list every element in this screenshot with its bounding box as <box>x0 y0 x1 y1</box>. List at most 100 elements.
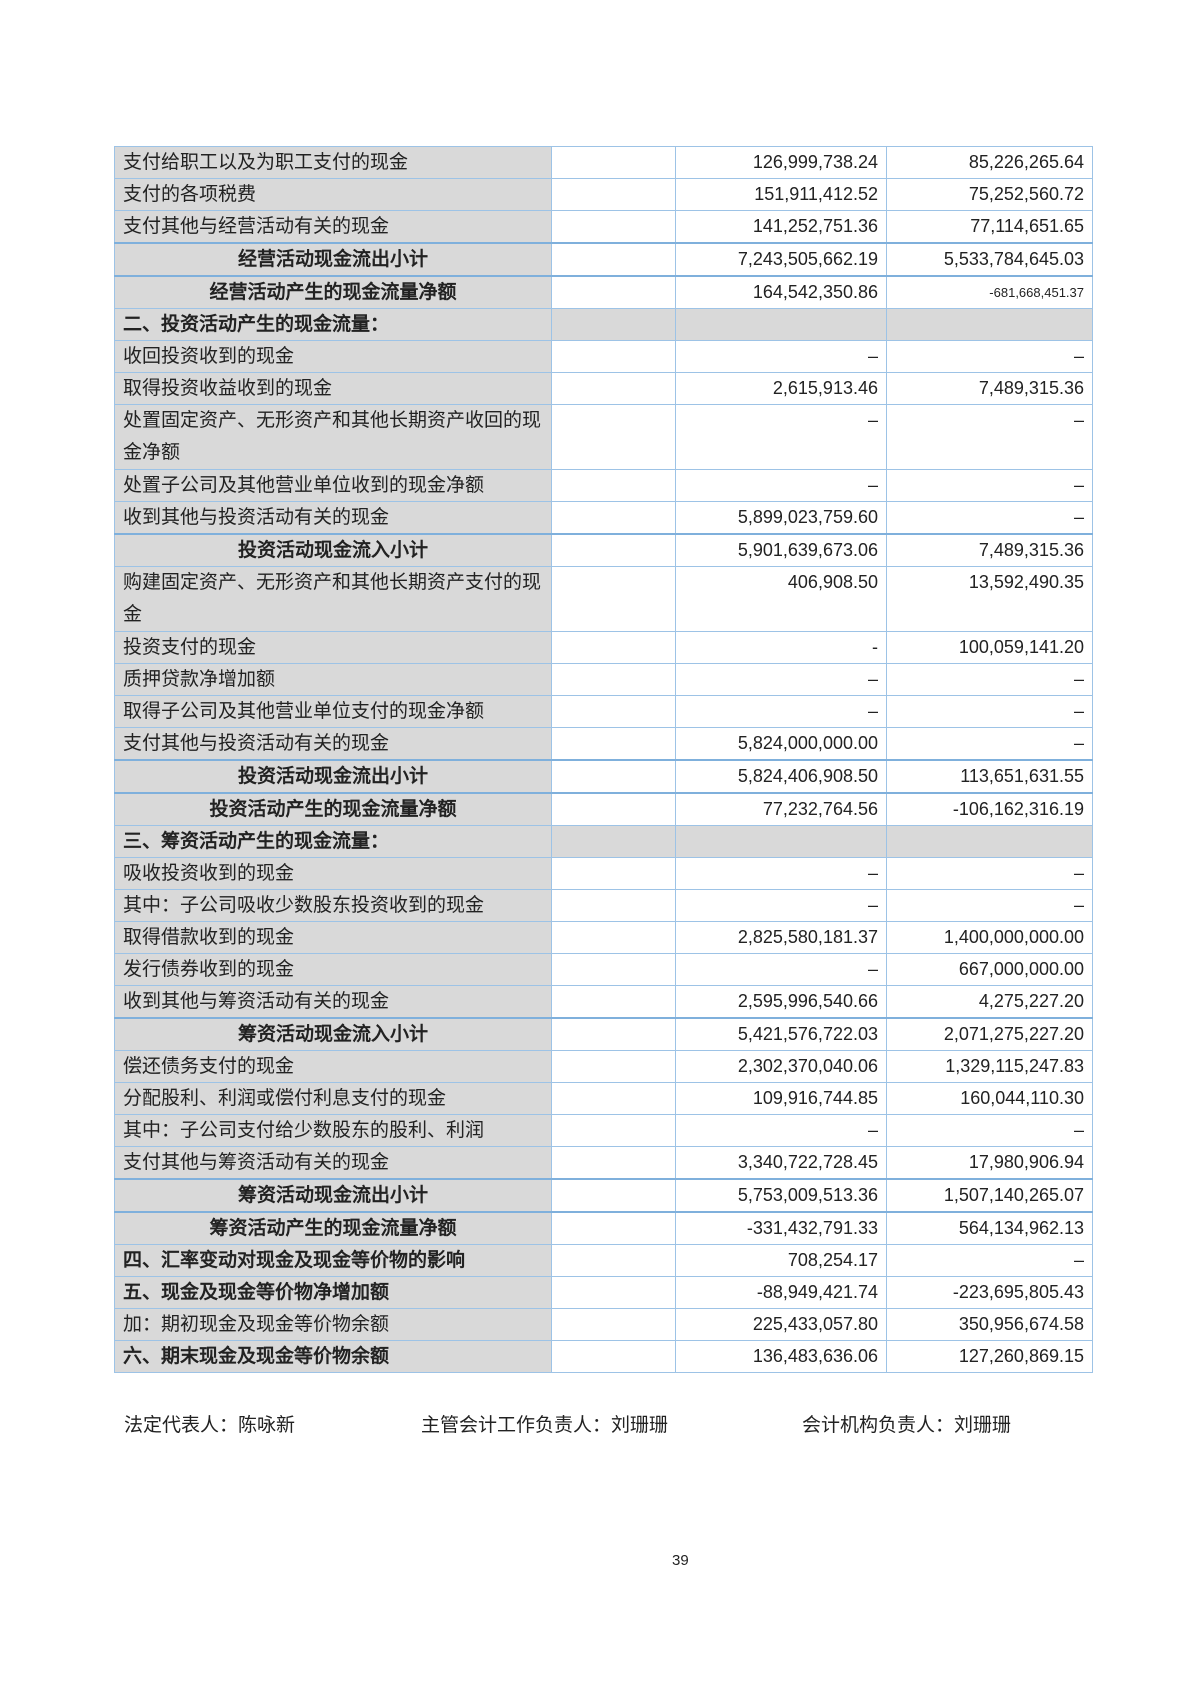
row-label: 其中：子公司支付给少数股东的股利、利润 <box>114 1114 552 1147</box>
table-row: 其中：子公司吸收少数股东投资收到的现金 – – <box>114 889 1093 922</box>
current-period-value: 5,824,000,000.00 <box>675 727 887 761</box>
note-cell <box>551 1340 676 1373</box>
current-period-value: 109,916,744.85 <box>675 1082 887 1115</box>
prior-period-value: 1,329,115,247.83 <box>886 1050 1093 1083</box>
table-row: 投资活动产生的现金流量净额 77,232,764.56 -106,162,316.1… <box>114 792 1093 826</box>
prior-period-value: -223,695,805.43 <box>886 1276 1093 1309</box>
table-row: 支付给职工以及为职工支付的现金 126,999,738.24 85,226,265.… <box>114 146 1093 179</box>
prior-period-value: 77,114,651.65 <box>886 210 1093 244</box>
note-cell <box>551 146 676 179</box>
note-cell <box>551 825 676 858</box>
accounting-org-head: 会计机构负责人：刘珊珊 <box>802 1415 1012 1436</box>
current-period-value: -88,949,421.74 <box>675 1276 887 1309</box>
note-cell <box>551 469 676 502</box>
note-cell <box>551 1114 676 1147</box>
note-cell <box>551 566 676 632</box>
current-period-value: – <box>675 1114 887 1147</box>
accounting-head: 主管会计工作负责人：刘珊珊 <box>421 1415 669 1436</box>
note-cell <box>551 210 676 244</box>
note-cell <box>551 985 676 1019</box>
current-period-value: 2,595,996,540.66 <box>675 985 887 1019</box>
prior-period-value: – <box>886 340 1093 373</box>
legal-representative: 法定代表人：陈咏新 <box>124 1415 296 1436</box>
note-cell <box>551 308 676 341</box>
current-period-value <box>675 308 887 341</box>
note-cell <box>551 759 676 794</box>
row-label: 五、现金及现金等价物净增加额 <box>114 1276 552 1309</box>
prior-period-value: – <box>886 857 1093 890</box>
row-label: 收到其他与投资活动有关的现金 <box>114 501 552 535</box>
table-row: 筹资活动现金流出小计 5,753,009,513.36 1,507,140,265.… <box>114 1178 1093 1213</box>
row-label: 加：期初现金及现金等价物余额 <box>114 1308 552 1341</box>
row-label: 投资支付的现金 <box>114 631 552 664</box>
prior-period-value: – <box>886 727 1093 761</box>
table-row: 投资活动现金流入小计 5,901,639,673.06 7,489,315.36 <box>114 533 1093 567</box>
note-cell <box>551 404 676 470</box>
row-label: 处置子公司及其他营业单位收到的现金净额 <box>114 469 552 502</box>
row-label: 质押贷款净增加额 <box>114 663 552 696</box>
row-label: 收回投资收到的现金 <box>114 340 552 373</box>
row-label: 其中：子公司吸收少数股东投资收到的现金 <box>114 889 552 922</box>
row-label: 偿还债务支付的现金 <box>114 1050 552 1083</box>
table-row: 处置子公司及其他营业单位收到的现金净额 – – <box>114 469 1093 502</box>
prior-period-value: 17,980,906.94 <box>886 1146 1093 1180</box>
table-row: 四、汇率变动对现金及现金等价物的影响 708,254.17– <box>114 1244 1093 1277</box>
row-label: 购建固定资产、无形资产和其他长期资产支付的现金 <box>114 566 552 632</box>
table-row: 取得子公司及其他营业单位支付的现金净额 – – <box>114 695 1093 728</box>
note-cell <box>551 792 676 826</box>
row-label: 筹资活动现金流入小计 <box>114 1017 552 1051</box>
prior-period-value: – <box>886 1244 1093 1277</box>
current-period-value: 2,615,913.46 <box>675 372 887 405</box>
prior-period-value: – <box>886 404 1093 470</box>
current-period-value: – <box>675 857 887 890</box>
table-row: 支付其他与经营活动有关的现金 141,252,751.36 77,114,651.6… <box>114 210 1093 244</box>
table-row: 收回投资收到的现金 – – <box>114 340 1093 373</box>
table-row: 收到其他与筹资活动有关的现金 2,595,996,540.66 4,275,227.… <box>114 985 1093 1019</box>
cash-flow-table: 支付给职工以及为职工支付的现金 126,999,738.24 85,226,265.… <box>114 146 1093 1373</box>
prior-period-value: 4,275,227.20 <box>886 985 1093 1019</box>
prior-period-value: 564,134,962.13 <box>886 1211 1093 1245</box>
table-row: 收到其他与投资活动有关的现金 5,899,023,759.60– <box>114 501 1093 535</box>
prior-period-value: 85,226,265.64 <box>886 146 1093 179</box>
row-label: 吸收投资收到的现金 <box>114 857 552 890</box>
current-period-value: 708,254.17 <box>675 1244 887 1277</box>
prior-period-value: 160,044,110.30 <box>886 1082 1093 1115</box>
page-number: 39 <box>672 1552 689 1569</box>
current-period-value: 7,243,505,662.19 <box>675 242 887 277</box>
current-period-value: – <box>675 404 887 470</box>
row-label: 投资活动产生的现金流量净额 <box>114 792 552 826</box>
current-period-value: - <box>675 631 887 664</box>
table-row: 三、筹资活动产生的现金流量： <box>114 825 1093 858</box>
current-period-value: – <box>675 469 887 502</box>
prior-period-value: 350,956,674.58 <box>886 1308 1093 1341</box>
prior-period-value: 1,400,000,000.00 <box>886 921 1093 954</box>
table-row: 五、现金及现金等价物净增加额 -88,949,421.74 -223,695,805… <box>114 1276 1093 1309</box>
row-label: 支付其他与经营活动有关的现金 <box>114 210 552 244</box>
table-row: 处置固定资产、无形资产和其他长期资产收回的现金净额 – – <box>114 404 1093 470</box>
row-label: 经营活动产生的现金流量净额 <box>114 275 552 309</box>
prior-period-value: – <box>886 663 1093 696</box>
table-row: 经营活动产生的现金流量净额 164,542,350.86 -681,668,451.… <box>114 275 1093 309</box>
row-label: 二、投资活动产生的现金流量： <box>114 308 552 341</box>
note-cell <box>551 921 676 954</box>
note-cell <box>551 178 676 211</box>
table-row: 加：期初现金及现金等价物余额 225,433,057.80 350,956,674.… <box>114 1308 1093 1341</box>
note-cell <box>551 1050 676 1083</box>
prior-period-value: – <box>886 501 1093 535</box>
row-label: 发行债券收到的现金 <box>114 953 552 986</box>
current-period-value <box>675 825 887 858</box>
note-cell <box>551 1276 676 1309</box>
table-row: 分配股利、利润或偿付利息支付的现金 109,916,744.85 160,044,1… <box>114 1082 1093 1115</box>
prior-period-value: 75,252,560.72 <box>886 178 1093 211</box>
row-label: 支付其他与投资活动有关的现金 <box>114 727 552 761</box>
prior-period-value: – <box>886 889 1093 922</box>
note-cell <box>551 953 676 986</box>
note-cell <box>551 695 676 728</box>
note-cell <box>551 242 676 277</box>
current-period-value: 5,824,406,908.50 <box>675 759 887 794</box>
prior-period-value: 667,000,000.00 <box>886 953 1093 986</box>
note-cell <box>551 663 676 696</box>
table-row: 投资活动现金流出小计 5,824,406,908.50 113,651,631.55 <box>114 759 1093 794</box>
note-cell <box>551 889 676 922</box>
prior-period-value: – <box>886 1114 1093 1147</box>
